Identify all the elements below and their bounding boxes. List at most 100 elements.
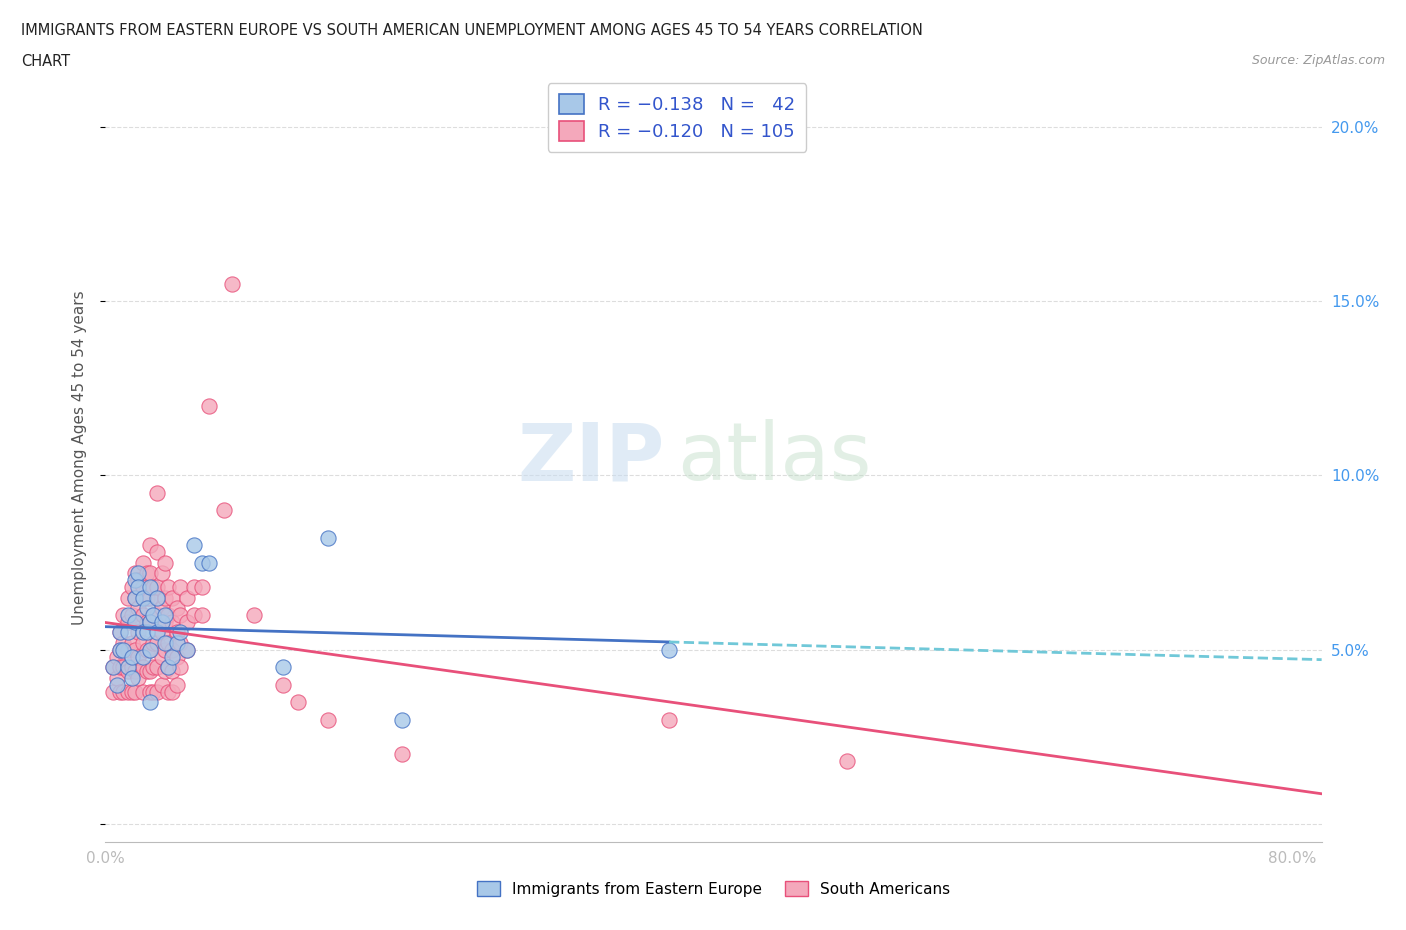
Point	[110, 684, 132, 699]
Point	[150, 615, 173, 630]
Point	[117, 625, 139, 640]
Point	[316, 531, 339, 546]
Point	[212, 503, 235, 518]
Point	[142, 607, 165, 622]
Point	[273, 677, 295, 692]
Point	[127, 565, 149, 580]
Point	[121, 684, 143, 699]
Point	[242, 607, 264, 622]
Point	[658, 643, 681, 658]
Text: Source: ZipAtlas.com: Source: ZipAtlas.com	[1251, 54, 1385, 67]
Point	[156, 660, 179, 675]
Point	[131, 684, 153, 699]
Point	[131, 635, 153, 650]
Point	[127, 573, 149, 588]
Point	[221, 276, 243, 291]
Point	[117, 684, 139, 699]
Point	[124, 591, 146, 605]
Point	[183, 607, 205, 622]
Point	[142, 607, 165, 622]
Point	[124, 591, 146, 605]
Point	[121, 649, 143, 664]
Point	[146, 607, 169, 622]
Point	[146, 684, 169, 699]
Point	[146, 485, 169, 500]
Point	[127, 579, 149, 594]
Point	[183, 538, 205, 552]
Point	[150, 601, 173, 616]
Point	[139, 643, 162, 658]
Point	[142, 660, 165, 675]
Point	[176, 615, 198, 630]
Point	[131, 591, 153, 605]
Point	[139, 684, 162, 699]
Point	[153, 615, 176, 630]
Point	[153, 607, 176, 622]
Point	[169, 579, 191, 594]
Point	[127, 601, 149, 616]
Point	[110, 625, 132, 640]
Point	[166, 635, 188, 650]
Point	[131, 660, 153, 675]
Point	[169, 635, 191, 650]
Point	[316, 712, 339, 727]
Point	[124, 565, 146, 580]
Point	[112, 660, 135, 675]
Point	[166, 649, 188, 664]
Point	[105, 671, 128, 685]
Point	[153, 643, 176, 658]
Legend: Immigrants from Eastern Europe, South Americans: Immigrants from Eastern Europe, South Am…	[471, 875, 956, 903]
Point	[169, 660, 191, 675]
Point	[191, 555, 214, 570]
Point	[136, 601, 159, 616]
Point	[142, 635, 165, 650]
Point	[117, 643, 139, 658]
Point	[136, 615, 159, 630]
Point	[658, 712, 681, 727]
Point	[169, 607, 191, 622]
Point	[142, 684, 165, 699]
Point	[146, 591, 169, 605]
Point	[131, 555, 153, 570]
Point	[124, 615, 146, 630]
Point	[153, 635, 176, 650]
Point	[117, 660, 139, 675]
Point	[117, 663, 139, 678]
Point	[191, 607, 214, 622]
Point	[139, 615, 162, 630]
Point	[110, 643, 132, 658]
Point	[176, 643, 198, 658]
Point	[124, 573, 146, 588]
Point	[139, 538, 162, 552]
Point	[139, 565, 162, 580]
Point	[273, 660, 295, 675]
Point	[136, 565, 159, 580]
Point	[139, 615, 162, 630]
Point	[127, 625, 149, 640]
Point	[131, 579, 153, 594]
Point	[121, 635, 143, 650]
Point	[139, 663, 162, 678]
Point	[391, 747, 413, 762]
Point	[110, 625, 132, 640]
Point	[136, 663, 159, 678]
Point	[156, 684, 179, 699]
Point	[121, 660, 143, 675]
Text: ZIP: ZIP	[517, 419, 665, 497]
Point	[391, 712, 413, 727]
Point	[146, 545, 169, 560]
Point	[160, 649, 183, 664]
Point	[117, 607, 139, 622]
Point	[136, 591, 159, 605]
Point	[139, 643, 162, 658]
Point	[105, 677, 128, 692]
Point	[136, 625, 159, 640]
Point	[150, 565, 173, 580]
Point	[124, 615, 146, 630]
Point	[191, 579, 214, 594]
Point	[139, 591, 162, 605]
Point	[150, 677, 173, 692]
Point	[176, 591, 198, 605]
Point	[117, 591, 139, 605]
Point	[112, 635, 135, 650]
